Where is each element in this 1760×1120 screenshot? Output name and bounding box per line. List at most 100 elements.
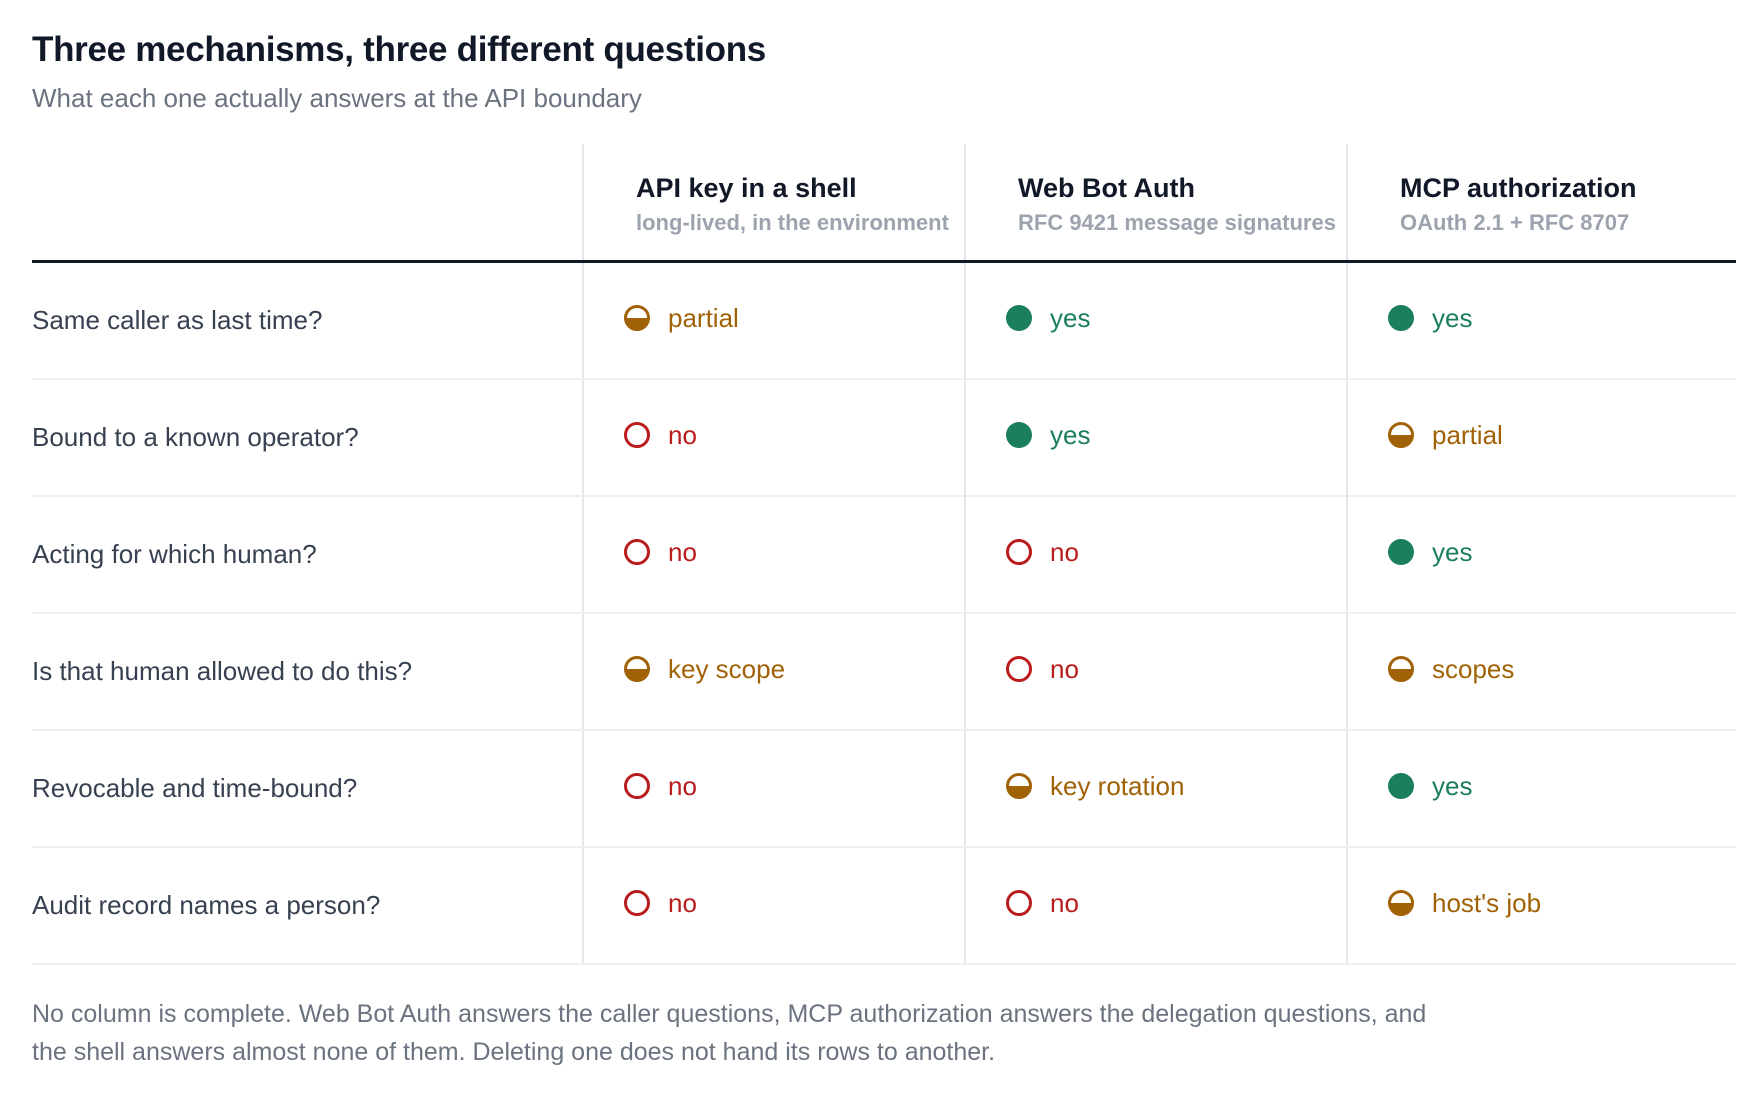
empty-circle-icon	[624, 890, 650, 917]
column-header-api-key: API key in a shell long-lived, in the en…	[582, 144, 965, 263]
table-cell: yes	[1346, 496, 1736, 614]
status-indicator: no	[624, 420, 697, 451]
status-label: key rotation	[1050, 770, 1185, 801]
column-header-web-bot-auth: Web Bot Auth RFC 9421 message signatures	[964, 144, 1347, 263]
row-question: Revocable and time-bound?	[32, 730, 583, 848]
table-row: Is that human allowed to do this? key sco…	[32, 613, 1736, 731]
column-title: API key in a shell	[636, 173, 857, 203]
status-indicator: no	[624, 888, 697, 919]
status-indicator: partial	[624, 303, 739, 334]
question-column-header	[32, 144, 583, 263]
half-filled-circle-icon	[1388, 422, 1414, 449]
column-subtitle: OAuth 2.1 + RFC 8707	[1400, 210, 1630, 235]
row-question: Audit record names a person?	[32, 847, 583, 965]
status-label: no	[1050, 536, 1079, 567]
half-filled-circle-icon	[1388, 656, 1414, 683]
status-indicator: yes	[1388, 537, 1472, 568]
table-cell: key scope	[582, 613, 965, 731]
table-body: Same caller as last time? partial yes yes Bo…	[32, 261, 1736, 965]
column-subtitle: long-lived, in the environment	[636, 210, 949, 235]
status-label: no	[668, 887, 697, 918]
table-row: Revocable and time-bound? no key rotation y…	[32, 730, 1736, 848]
status-indicator: no	[1006, 537, 1079, 568]
table-cell: partial	[582, 261, 965, 380]
column-title: MCP authorization	[1400, 173, 1637, 203]
status-indicator: yes	[1388, 771, 1472, 802]
status-indicator: no	[624, 771, 697, 802]
row-question: Same caller as last time?	[32, 261, 583, 380]
status-label: yes	[1432, 536, 1473, 567]
table-row: Same caller as last time? partial yes yes	[32, 261, 1736, 380]
half-filled-circle-icon	[624, 656, 650, 683]
status-indicator: no	[1006, 654, 1079, 685]
page-title: Three mechanisms, three different questi…	[32, 30, 766, 69]
table-cell: no	[582, 847, 965, 965]
status-indicator: no	[1006, 888, 1079, 919]
table-row: Bound to a known operator? no yes partial	[32, 379, 1736, 497]
table-cell: key rotation	[964, 730, 1347, 848]
status-label: key scope	[668, 653, 786, 684]
column-title: Web Bot Auth	[1018, 173, 1195, 203]
status-indicator: yes	[1006, 420, 1090, 451]
status-label: no	[1050, 653, 1079, 684]
status-indicator: yes	[1006, 303, 1090, 334]
table-cell: no	[964, 613, 1347, 731]
empty-circle-icon	[1006, 890, 1032, 917]
status-label: no	[668, 770, 697, 801]
table-cell: no	[964, 847, 1347, 965]
table-cell: no	[582, 496, 965, 614]
status-indicator: scopes	[1388, 654, 1514, 685]
table-cell: yes	[964, 379, 1347, 497]
empty-circle-icon	[624, 422, 650, 449]
table-cell: no	[582, 730, 965, 848]
status-label: host's job	[1432, 887, 1542, 918]
table-cell: yes	[964, 261, 1347, 380]
empty-circle-icon	[624, 773, 650, 800]
row-question: Is that human allowed to do this?	[32, 613, 583, 731]
table-cell: yes	[1346, 730, 1736, 848]
filled-circle-icon	[1006, 422, 1032, 449]
status-label: yes	[1432, 770, 1473, 801]
footnote: No column is complete. Web Bot Auth answ…	[32, 1000, 1427, 1066]
status-indicator: key scope	[624, 654, 785, 685]
half-filled-circle-icon	[624, 305, 650, 332]
status-label: yes	[1050, 302, 1091, 333]
empty-circle-icon	[624, 539, 650, 566]
status-label: no	[668, 536, 697, 567]
filled-circle-icon	[1006, 305, 1032, 332]
empty-circle-icon	[1006, 656, 1032, 683]
status-indicator: host's job	[1388, 888, 1541, 919]
status-label: partial	[668, 302, 739, 333]
status-label: yes	[1432, 302, 1473, 333]
status-indicator: key rotation	[1006, 771, 1184, 802]
table-cell: no	[582, 379, 965, 497]
status-label: scopes	[1432, 653, 1515, 684]
empty-circle-icon	[1006, 539, 1032, 566]
row-question: Bound to a known operator?	[32, 379, 583, 497]
column-subtitle: RFC 9421 message signatures	[1018, 210, 1336, 235]
status-label: no	[668, 419, 697, 450]
filled-circle-icon	[1388, 773, 1414, 800]
page-subtitle: What each one actually answers at the AP…	[32, 83, 642, 113]
table-cell: host's job	[1346, 847, 1736, 965]
row-question: Acting for which human?	[32, 496, 583, 614]
status-indicator: yes	[1388, 303, 1472, 334]
filled-circle-icon	[1388, 305, 1414, 332]
filled-circle-icon	[1388, 539, 1414, 566]
header-row: API key in a shell long-lived, in the en…	[32, 144, 1736, 263]
table-row: Audit record names a person? no no host's j…	[32, 847, 1736, 965]
page: Three mechanisms, three different questi…	[32, 30, 1736, 1066]
half-filled-circle-icon	[1388, 890, 1414, 917]
status-indicator: no	[624, 537, 697, 568]
comparison-table: API key in a shell long-lived, in the en…	[32, 144, 1736, 965]
status-label: partial	[1432, 419, 1503, 450]
table-cell: no	[964, 496, 1347, 614]
status-indicator: partial	[1388, 420, 1503, 451]
status-label: no	[1050, 887, 1079, 918]
table-cell: scopes	[1346, 613, 1736, 731]
status-label: yes	[1050, 419, 1091, 450]
table-cell: partial	[1346, 379, 1736, 497]
table-row: Acting for which human? no no yes	[32, 496, 1736, 614]
table-cell: yes	[1346, 261, 1736, 380]
half-filled-circle-icon	[1006, 773, 1032, 800]
